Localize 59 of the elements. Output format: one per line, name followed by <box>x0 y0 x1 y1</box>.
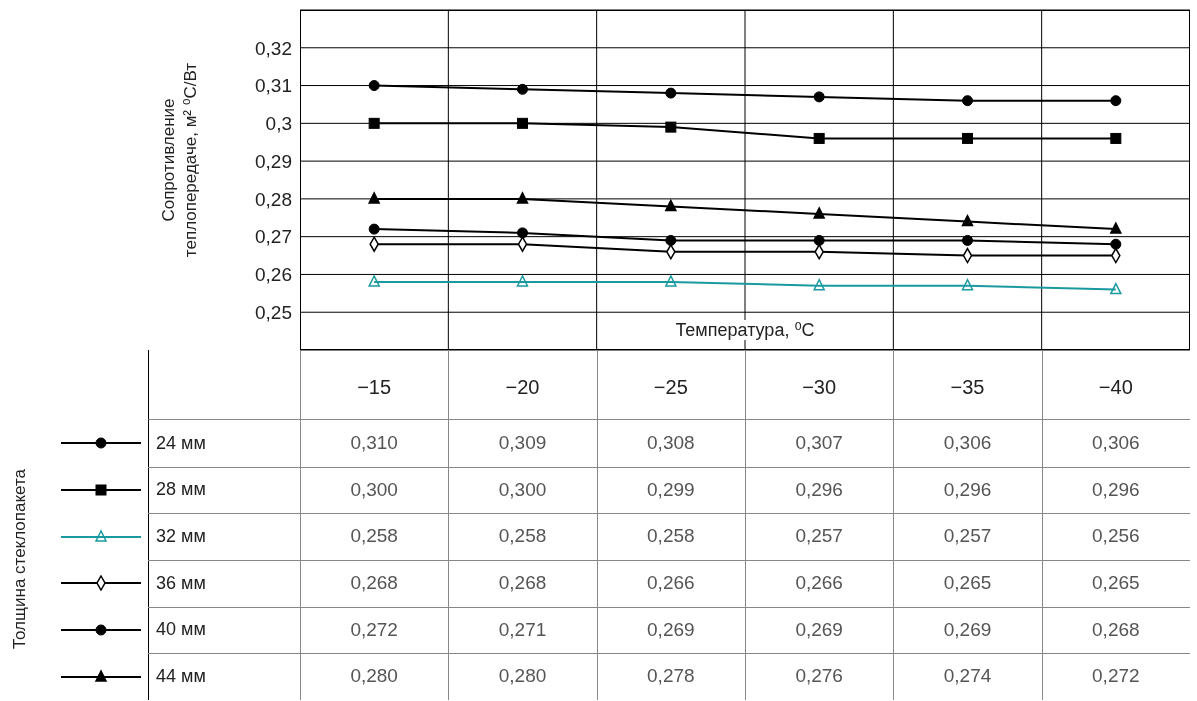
legend-label: 28 мм <box>156 479 206 501</box>
data-label: 0,272 <box>1091 664 1141 689</box>
y-axis-title: Сопротивление теплопередаче, м² ⁰C/Вт <box>158 61 201 260</box>
legend-label: 40 мм <box>156 619 206 641</box>
data-label: 0,271 <box>497 617 548 642</box>
x-axis-title: Температура, ⁰C <box>671 320 819 340</box>
data-label: 0,257 <box>794 524 844 549</box>
y-tick-label: 0,29 <box>255 150 292 172</box>
data-label: 0,296 <box>1091 477 1141 502</box>
data-label: 0,310 <box>349 431 399 455</box>
y-tick-label: 0,32 <box>255 37 292 59</box>
y-tick-label: 0,31 <box>255 75 292 97</box>
data-label: 0,299 <box>646 477 696 502</box>
legend-label: 24 мм <box>156 432 206 454</box>
data-label: 0,306 <box>942 431 993 455</box>
y-tick-label: 0,25 <box>255 301 292 323</box>
y-tick-label: 0,26 <box>255 264 292 286</box>
data-label: 0,280 <box>349 664 399 689</box>
data-label: 0,266 <box>646 571 696 595</box>
legend-label: 36 мм <box>156 572 206 594</box>
x-tick-label: −15 <box>357 376 392 399</box>
x-tick-label: −20 <box>505 376 540 399</box>
data-label: 0,258 <box>349 524 399 549</box>
x-tick-label: −25 <box>653 376 688 399</box>
y-tick-label: 0,27 <box>255 226 292 248</box>
data-label: 0,258 <box>646 524 696 549</box>
data-label: 0,309 <box>497 431 548 455</box>
legend-title: Толщина стеклопакета <box>10 467 30 652</box>
data-label: 0,269 <box>794 617 844 642</box>
x-tick-label: −35 <box>950 376 985 399</box>
data-label: 0,256 <box>1091 524 1141 549</box>
data-label: 0,266 <box>794 571 844 595</box>
data-label: 0,300 <box>497 477 548 502</box>
data-label: 0,269 <box>942 617 993 642</box>
y-tick-label: 0,3 <box>265 113 292 135</box>
data-label: 0,296 <box>794 477 844 502</box>
data-label: 0,269 <box>646 617 696 642</box>
data-label: 0,268 <box>349 571 399 595</box>
data-label: 0,296 <box>942 477 993 502</box>
data-label: 0,307 <box>794 431 844 455</box>
data-label: 0,306 <box>1091 431 1141 455</box>
legend-label: 44 мм <box>156 666 206 688</box>
data-label: 0,257 <box>942 524 993 549</box>
y-tick-label: 0,28 <box>255 188 292 210</box>
data-label: 0,278 <box>646 664 696 689</box>
x-tick-label: −30 <box>802 376 837 399</box>
data-label: 0,272 <box>349 617 399 642</box>
data-label: 0,274 <box>942 664 993 689</box>
data-label: 0,300 <box>349 477 399 502</box>
data-label: 0,258 <box>497 524 548 549</box>
data-label: 0,265 <box>1091 571 1141 595</box>
data-label: 0,268 <box>497 571 548 595</box>
legend-label: 32 мм <box>156 526 206 548</box>
data-label: 0,276 <box>794 664 844 689</box>
data-label: 0,308 <box>646 431 696 455</box>
data-label: 0,280 <box>497 664 548 689</box>
data-label: 0,265 <box>942 571 993 595</box>
x-tick-label: −40 <box>1098 376 1133 399</box>
data-label: 0,268 <box>1091 617 1141 642</box>
